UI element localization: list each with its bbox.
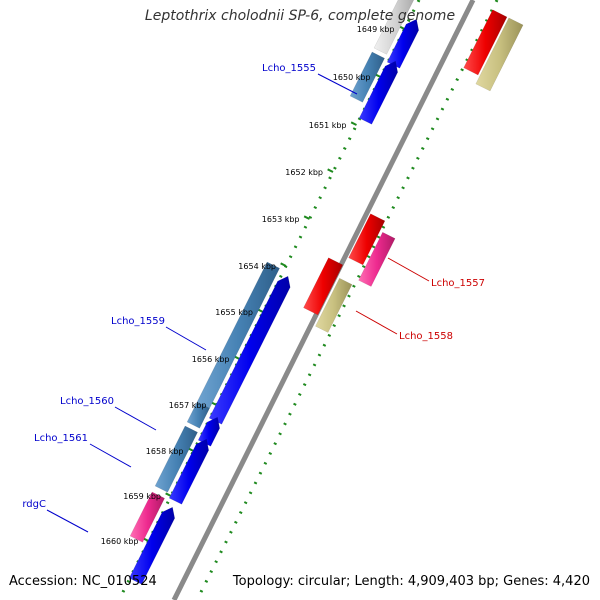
kbp-tick-label: 1653 kbp: [262, 215, 300, 224]
kbp-tick-label: 1651 kbp: [309, 121, 347, 130]
gene-pink-rdgc[interactable]: [129, 491, 165, 543]
tick-ring-outer-dots: [195, 0, 499, 600]
kbp-tick-mark: [350, 121, 357, 126]
genome-summary: Topology: circular; Length: 4,909,403 bp…: [232, 574, 590, 589]
gene-khaki-1558[interactable]: [315, 277, 353, 333]
gene-red-1[interactable]: [463, 9, 508, 76]
gene-label-lcho-1557[interactable]: Lcho_1557: [431, 278, 485, 289]
accession-label: Accession: NC_010524: [9, 574, 157, 589]
gene-blue-rdgc[interactable]: [128, 506, 175, 585]
gene-steel-1561[interactable]: [154, 425, 198, 493]
gene-label-lcho-1555[interactable]: Lcho_1555: [262, 63, 316, 74]
kbp-tick-label: 1655 kbp: [215, 308, 253, 317]
kbp-tick-label: 1658 kbp: [146, 447, 184, 456]
kbp-tick-label: 1659 kbp: [123, 492, 161, 501]
gene-label-lcho-1560[interactable]: Lcho_1560: [60, 396, 114, 407]
label-leader-lcho-1559: [165, 326, 207, 351]
gene-label-rdgc[interactable]: rdgC: [22, 499, 46, 510]
gene-steel-1560[interactable]: [186, 401, 210, 429]
label-leader-lcho-1558: [355, 310, 398, 335]
tick-ring-outer: [195, 0, 499, 600]
kbp-tick-mark: [280, 262, 287, 267]
gene-red-1557a[interactable]: [348, 213, 386, 266]
label-leader-lcho-1555: [317, 73, 358, 95]
gene-blue-1561[interactable]: [168, 438, 209, 505]
kbp-tick-label: 1657 kbp: [169, 401, 207, 410]
gene-steel-1555[interactable]: [349, 51, 385, 103]
kbp-tick-mark: [327, 168, 334, 173]
kbp-tick-label: 1650 kbp: [333, 73, 371, 82]
kbp-tick-label: 1649 kbp: [357, 25, 395, 34]
gene-pink-1557[interactable]: [358, 231, 396, 287]
gene-label-lcho-1559[interactable]: Lcho_1559: [111, 316, 165, 327]
kbp-tick-label: 1652 kbp: [285, 168, 323, 177]
kbp-tick-label: 1656 kbp: [192, 355, 230, 364]
gene-label-lcho-1561[interactable]: Lcho_1561: [34, 433, 88, 444]
kbp-tick-mark: [303, 215, 310, 220]
label-leader-rdgc: [46, 509, 89, 533]
gene-red-1558[interactable]: [303, 257, 344, 316]
label-leader-lcho-1561: [89, 443, 132, 468]
label-leader-lcho-1557: [387, 257, 430, 282]
gene-khaki-1[interactable]: [475, 17, 524, 92]
gene-gray-1[interactable]: [373, 0, 416, 55]
label-leader-lcho-1560: [114, 406, 157, 431]
gene-blue-2[interactable]: [358, 60, 398, 125]
genome-title: Leptothrix cholodnii SP-6, complete geno…: [144, 8, 456, 24]
kbp-tick-label: 1660 kbp: [101, 537, 139, 546]
kbp-tick-mark: [165, 492, 172, 497]
kbp-tick-label: 1654 kbp: [238, 262, 276, 271]
gene-label-lcho-1558[interactable]: Lcho_1558: [399, 331, 453, 342]
